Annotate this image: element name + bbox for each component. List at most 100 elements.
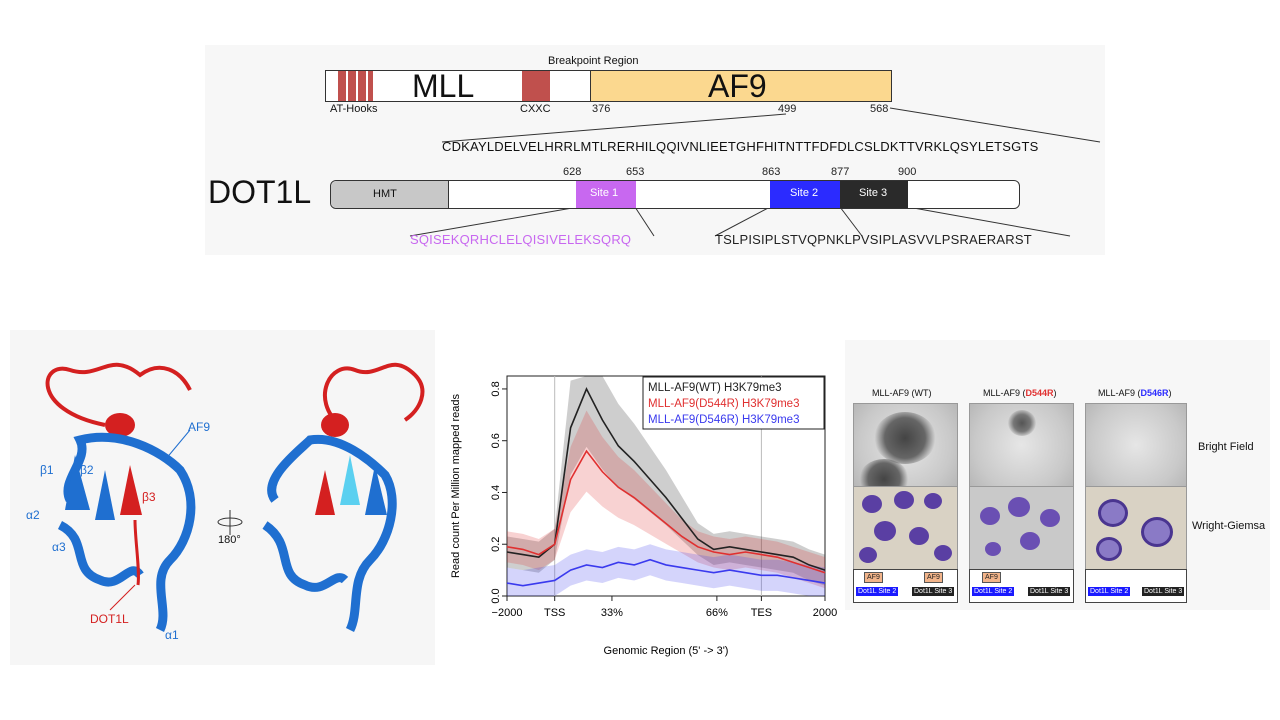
d544r-wright-giemsa-image (969, 486, 1074, 570)
pos-568: 568 (870, 103, 889, 115)
site3-box (840, 181, 908, 208)
d544r-cell-4 (1020, 532, 1040, 550)
wt-af9-tag-1: AF9 (864, 572, 883, 583)
x-tick-label-1: TSS (544, 607, 565, 619)
site1-label: Site 1 (590, 187, 619, 199)
y-tick-label-1: 0.2 (490, 537, 502, 552)
y-tick-label-4: 0.8 (490, 381, 502, 396)
d544r-title: MLL-AF9 (D544R) (983, 388, 1057, 398)
d544r-mutation: D544R (1025, 388, 1054, 398)
y-tick-label-3: 0.6 (490, 433, 502, 448)
x-tick-label-4: TES (751, 607, 772, 619)
d546r-bright-field-image (1085, 403, 1187, 487)
legend-box (642, 376, 825, 430)
pos-628: 628 (563, 166, 582, 178)
legend-entry-0: MLL-AF9(WT) H3K79me3 (648, 382, 782, 394)
wt-colony-1 (874, 412, 936, 464)
wt-cell-1 (862, 495, 882, 513)
d544r-af9-tag: AF9 (982, 572, 1001, 583)
beta1-label: β1 (40, 463, 54, 477)
af9-sequence: CDKAYLDELVELHRRLMTLRERHILQQIVNLIEETGHFHI… (442, 139, 1039, 154)
rotation-label: 180° (218, 534, 241, 546)
d544r-construct-legend: AF9 Dot1L Site 2 Dot1L Site 3 (969, 569, 1074, 603)
wt-cell-5 (909, 527, 929, 545)
series-band-0 (507, 376, 825, 586)
y-tick-label-2: 0.4 (490, 485, 502, 500)
cxxc-box (522, 71, 550, 101)
wt-cell-6 (859, 547, 877, 563)
legend-entry-2: MLL-AF9(D546R) H3K79me3 (648, 414, 799, 426)
read-count-chart: 0.0 0.2 0.4 0.6 0.8 −2000 TSS 33% 66% TES 2000 Geno… (450, 375, 837, 657)
at-hooks-label: AT-Hooks (330, 103, 378, 115)
x-tick-label-0: −2000 (492, 607, 523, 619)
x-tick-label-2: 33% (601, 607, 623, 619)
zoom-lines-svg (409, 107, 1101, 237)
wt-cell-3 (924, 493, 942, 509)
wt-cell-4 (874, 521, 896, 541)
d544r-cell-5 (985, 542, 1001, 556)
y-tick-label-0: 0.0 (490, 588, 502, 603)
hmt-label: HMT (373, 188, 397, 200)
alpha1-label: α1 (165, 628, 179, 642)
at-hook-4 (368, 71, 373, 101)
pos-863: 863 (762, 166, 781, 178)
d546r-cell-2 (1141, 517, 1173, 547)
series-line-0 (506, 387, 826, 571)
protein-structure-svg (45, 362, 425, 633)
dot1l-label: DOT1L (208, 174, 312, 210)
x-tick-label-3: 66% (706, 607, 728, 619)
beta2-label: β2 (80, 463, 94, 477)
site1-box (576, 181, 636, 208)
af9-box (590, 70, 892, 102)
pos-376: 376 (592, 103, 611, 115)
wt-wright-giemsa-image (853, 486, 958, 570)
y-axis-label: Read count Per Million mapped reads (450, 393, 462, 578)
bright-field-label: Bright Field (1198, 441, 1254, 453)
wt-cell-2 (894, 491, 914, 509)
wt-site2-tag: Dot1L Site 2 (856, 587, 899, 596)
wt-bright-field-image (853, 403, 958, 487)
alpha2-label: α2 (26, 508, 40, 522)
site3-label: Site 3 (859, 187, 888, 199)
pos-877: 877 (831, 166, 850, 178)
site2-box (770, 181, 840, 208)
breakpoint-label: Breakpoint Region (548, 55, 639, 67)
d546r-wright-giemsa-image (1085, 486, 1187, 570)
x-axis-label: Genomic Region (5' -> 3') (604, 645, 729, 657)
d544r-cell-3 (1040, 509, 1060, 527)
x-tick-label-5: 2000 (813, 607, 837, 619)
pos-499: 499 (778, 103, 797, 115)
dot1l-ribbon-label: DOT1L (90, 612, 129, 626)
d546r-site3-tag: Dot1L Site 3 (1142, 587, 1185, 596)
d544r-cell-1 (980, 507, 1000, 525)
pos-653: 653 (626, 166, 645, 178)
at-hook-1 (338, 71, 347, 101)
hmt-domain (331, 181, 449, 208)
pos-900: 900 (898, 166, 917, 178)
d544r-cell-2 (1008, 497, 1030, 517)
wt-construct-legend: AF9 AF9 Dot1L Site 2 Dot1L Site 3 (853, 569, 958, 603)
d546r-construct-legend: Dot1L Site 2 Dot1L Site 3 (1085, 569, 1187, 603)
wt-af9-tag-2: AF9 (924, 572, 943, 583)
af9-ribbon-label: AF9 (188, 420, 211, 434)
site23-sequence: TSLPISIPLSTVQPNKLPVSIPLASVVLPSRAERARST (715, 232, 1032, 247)
alpha3-label: α3 (52, 540, 66, 554)
d544r-site2-tag: Dot1L Site 2 (972, 587, 1015, 596)
beta3-label: β3 (142, 490, 156, 504)
d546r-title: MLL-AF9 (D546R) (1098, 388, 1172, 398)
d546r-mutation: D546R (1140, 388, 1169, 398)
legend-entry-1: MLL-AF9(D544R) H3K79me3 (648, 398, 799, 410)
at-hook-3 (358, 71, 367, 101)
wt-colony-2 (859, 459, 909, 486)
site2-label: Site 2 (790, 187, 819, 199)
series-line-2 (506, 558, 826, 587)
mll-label: MLL (412, 68, 475, 104)
d544r-bright-field-image (969, 403, 1074, 487)
series-line-1 (506, 449, 826, 574)
d546r-site2-tag: Dot1L Site 2 (1088, 587, 1131, 596)
at-hook-2 (348, 71, 357, 101)
site1-sequence: SQISEKQRHCLELQISIVELEKSQRQ (410, 232, 632, 247)
wt-site3-tag: Dot1L Site 3 (912, 587, 955, 596)
d546r-cell-3 (1096, 537, 1122, 561)
d544r-site3-tag: Dot1L Site 3 (1028, 587, 1071, 596)
